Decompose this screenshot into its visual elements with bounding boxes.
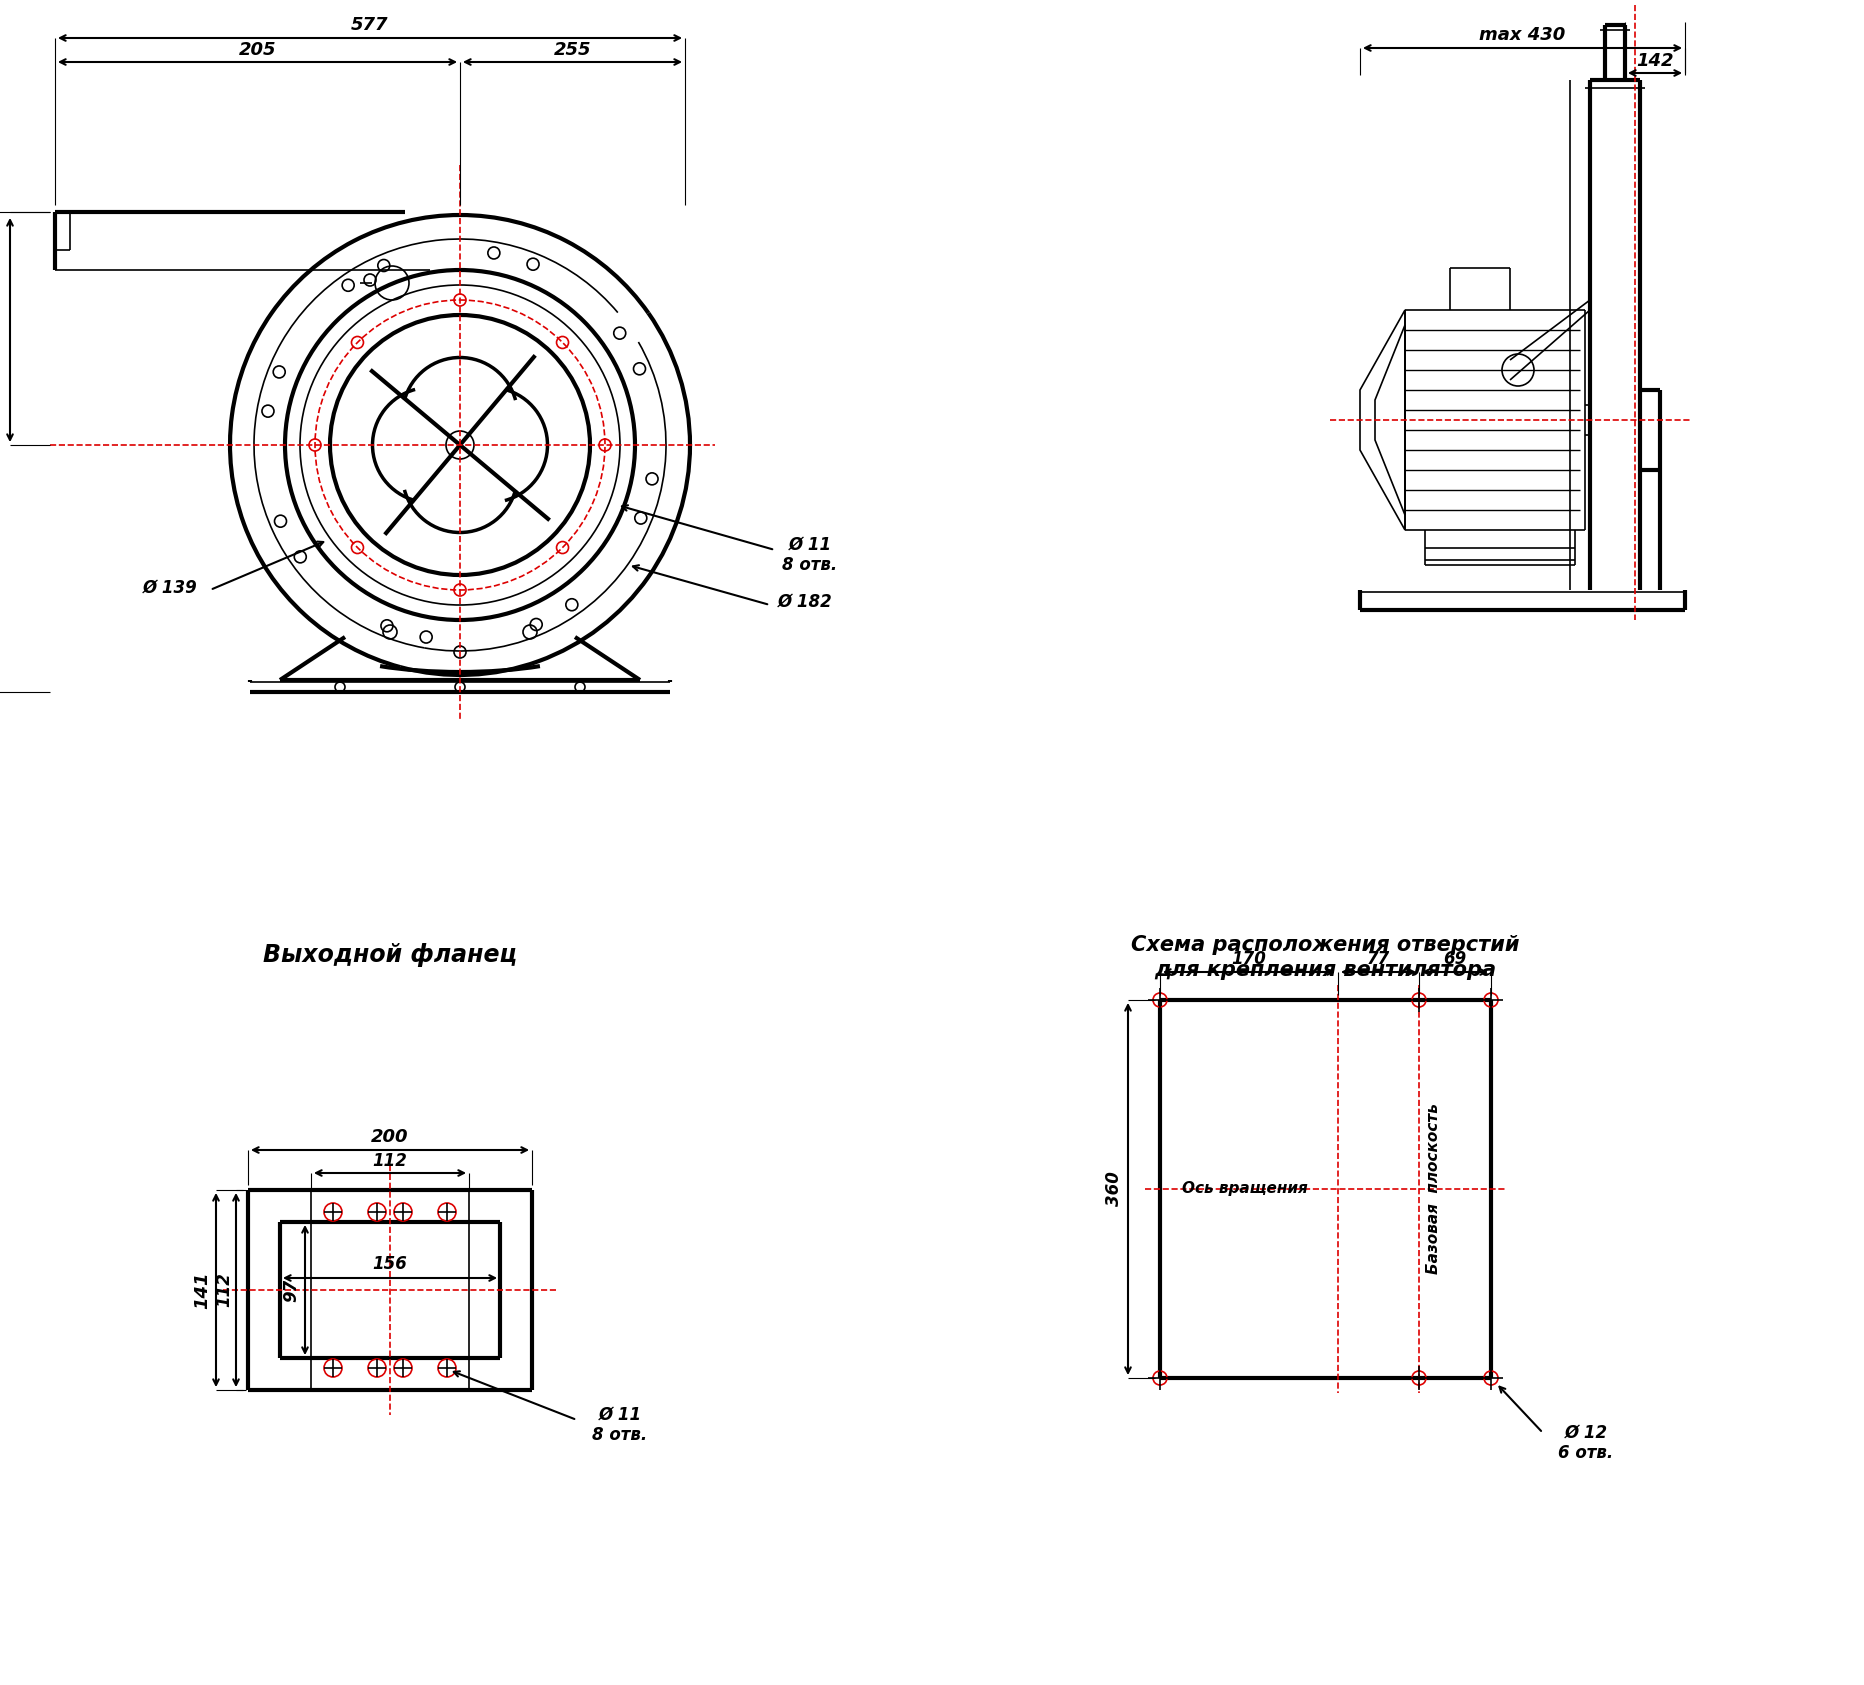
- Text: Схема расположения отверстий: Схема расположения отверстий: [1131, 935, 1519, 955]
- Text: Ø 11: Ø 11: [788, 536, 831, 554]
- Text: 69: 69: [1443, 950, 1467, 967]
- Text: 205: 205: [239, 40, 276, 59]
- Text: 360: 360: [1105, 1171, 1122, 1206]
- Text: 77: 77: [1366, 950, 1391, 967]
- Text: 6 отв.: 6 отв.: [1558, 1444, 1614, 1463]
- Text: для крепления вентилятора: для крепления вентилятора: [1154, 960, 1497, 981]
- Text: 170: 170: [1232, 950, 1266, 967]
- Text: Базовая  плоскость: Базовая плоскость: [1426, 1104, 1441, 1274]
- Text: 251: 251: [0, 312, 6, 349]
- Text: 255: 255: [554, 40, 591, 59]
- Text: Ø 12: Ø 12: [1564, 1424, 1607, 1442]
- Text: 97: 97: [281, 1279, 300, 1301]
- Text: 112: 112: [214, 1272, 233, 1308]
- Text: Ø 139: Ø 139: [144, 580, 198, 596]
- Text: 141: 141: [194, 1270, 211, 1309]
- Text: 200: 200: [371, 1127, 408, 1146]
- Text: 8 отв.: 8 отв.: [783, 556, 837, 575]
- Text: Ось вращения: Ось вращения: [1182, 1181, 1309, 1196]
- Text: Ø 11: Ø 11: [598, 1405, 641, 1424]
- Text: 8 отв.: 8 отв.: [593, 1426, 647, 1444]
- Text: 142: 142: [1637, 52, 1674, 71]
- Text: Выходной фланец: Выходной фланец: [263, 944, 516, 967]
- Text: Ø 182: Ø 182: [777, 593, 833, 612]
- Text: 112: 112: [373, 1153, 408, 1169]
- Text: 156: 156: [373, 1255, 408, 1272]
- Text: max 430: max 430: [1480, 25, 1566, 44]
- Text: 577: 577: [350, 15, 390, 34]
